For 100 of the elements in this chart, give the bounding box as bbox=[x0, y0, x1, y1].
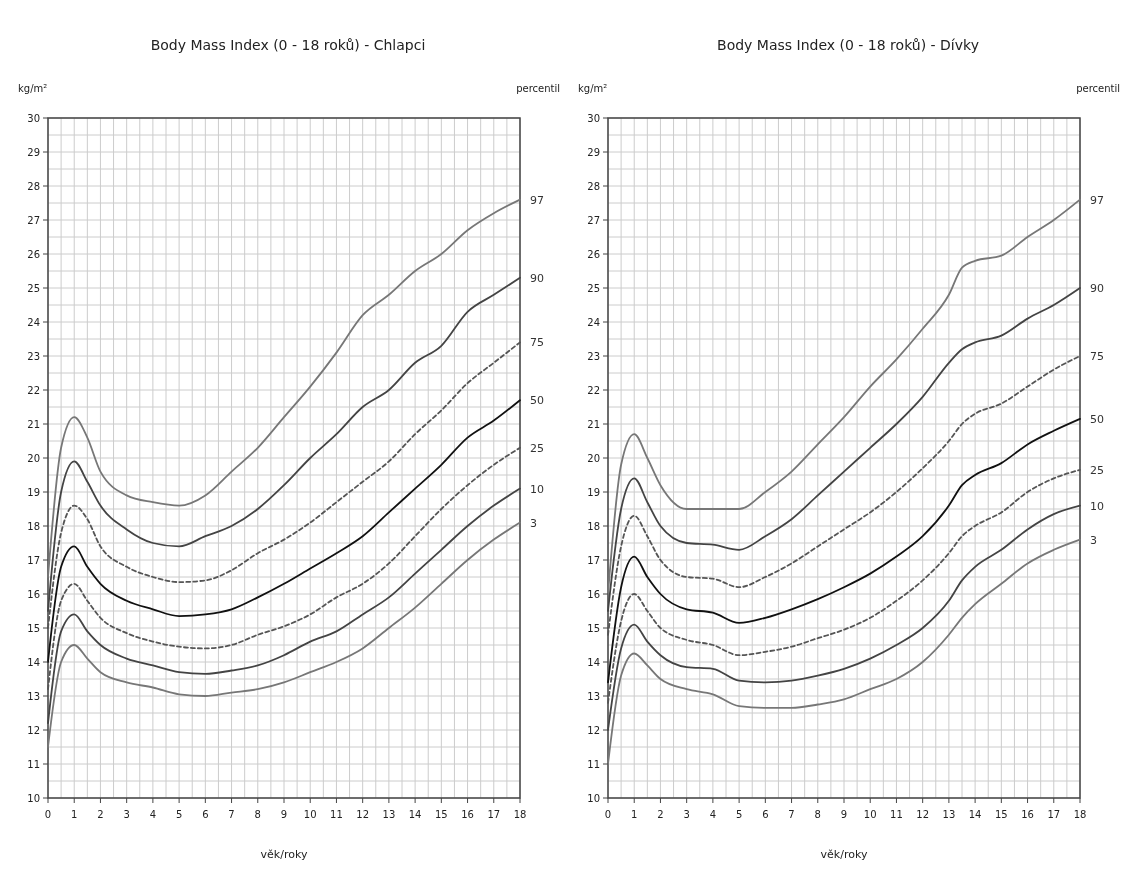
y-tick-label: 17 bbox=[27, 554, 40, 566]
y-tick-label: 10 bbox=[587, 792, 600, 804]
x-tick-label: 18 bbox=[1073, 809, 1087, 820]
y-tick-label: 30 bbox=[587, 112, 600, 124]
y-tick-label: 13 bbox=[587, 690, 600, 702]
y-tick-label: 17 bbox=[587, 554, 600, 566]
line-series bbox=[607, 469, 1081, 704]
line-series bbox=[607, 355, 1081, 636]
line-series bbox=[607, 418, 1081, 684]
chart-title: Body Mass Index (0 - 18 roků) - Dívky bbox=[717, 37, 979, 53]
x-tick-label: 15 bbox=[994, 809, 1008, 820]
series-label: 50 bbox=[1090, 412, 1104, 426]
x-tick-label: 8 bbox=[814, 809, 821, 820]
y-tick-label: 18 bbox=[587, 520, 600, 532]
series-label: 25 bbox=[530, 441, 544, 455]
series-label: 10 bbox=[1090, 499, 1104, 513]
x-tick-label: 5 bbox=[735, 809, 743, 820]
x-tick-label: 6 bbox=[202, 809, 209, 820]
y-tick-label: 13 bbox=[27, 690, 40, 702]
x-tick-label: 17 bbox=[487, 809, 501, 820]
y-tick-label: 21 bbox=[587, 418, 600, 430]
x-tick-label: 8 bbox=[254, 809, 261, 820]
y-tick-label: 12 bbox=[587, 724, 600, 736]
y-tick-label: 26 bbox=[27, 248, 40, 260]
series-label: 10 bbox=[530, 482, 544, 496]
y-tick-label: 27 bbox=[587, 214, 600, 226]
line-series bbox=[47, 341, 521, 629]
line-series bbox=[607, 538, 1081, 765]
y-tick-label: 24 bbox=[27, 316, 40, 328]
y-tick-label: 15 bbox=[587, 622, 600, 634]
line-series bbox=[47, 521, 521, 748]
y-tick-label: 12 bbox=[27, 724, 40, 736]
x-tick-label: 16 bbox=[1021, 809, 1034, 820]
y-tick-label: 28 bbox=[587, 180, 600, 192]
x-tick-label: 1 bbox=[71, 809, 78, 820]
series-label: 90 bbox=[530, 271, 544, 285]
x-tick-label: 3 bbox=[683, 809, 690, 820]
x-tick-label: 12 bbox=[916, 809, 930, 820]
x-tick-label: 18 bbox=[513, 809, 527, 820]
series-label: 3 bbox=[530, 516, 537, 530]
y-tick-label: 26 bbox=[587, 248, 600, 260]
y-tick-label: 18 bbox=[27, 520, 40, 532]
y-tick-label: 19 bbox=[587, 486, 600, 498]
x-tick-label: 11 bbox=[890, 809, 903, 820]
y-tick-label: 19 bbox=[27, 486, 40, 498]
y-tick-label: 25 bbox=[587, 282, 600, 294]
x-tick-label: 7 bbox=[788, 809, 795, 820]
line-series bbox=[47, 198, 521, 578]
series-label: 97 bbox=[1090, 193, 1104, 207]
y-tick-label: 15 bbox=[27, 622, 40, 634]
x-tick-label: 7 bbox=[228, 809, 235, 820]
x-tick-label: 0 bbox=[44, 809, 52, 820]
x-tick-label: 14 bbox=[968, 809, 982, 820]
series-label: 25 bbox=[1090, 463, 1104, 477]
series-label: 3 bbox=[1090, 533, 1097, 547]
series-label: 50 bbox=[530, 394, 544, 408]
y-tick-label: 24 bbox=[587, 316, 600, 328]
y-tick-label: 29 bbox=[587, 146, 600, 158]
y-tick-label: 16 bbox=[587, 588, 600, 600]
x-tick-label: 5 bbox=[175, 809, 183, 820]
y-tick-label: 22 bbox=[587, 384, 600, 396]
y-tick-label: 21 bbox=[27, 418, 40, 430]
line-series bbox=[607, 198, 1081, 595]
text: percentil bbox=[1076, 83, 1120, 94]
y-tick-label: 25 bbox=[27, 282, 40, 294]
y-axis-title: kg/m² bbox=[578, 83, 608, 94]
x-tick-label: 9 bbox=[280, 809, 288, 820]
y-tick-label: 11 bbox=[587, 758, 600, 770]
x-tick-label: 2 bbox=[97, 809, 104, 820]
x-axis-title: věk/roky bbox=[820, 848, 868, 861]
x-tick-label: 13 bbox=[942, 809, 956, 820]
y-tick-label: 22 bbox=[27, 384, 40, 396]
y-tick-label: 14 bbox=[27, 656, 40, 668]
x-tick-label: 6 bbox=[762, 809, 769, 820]
y-tick-label: 20 bbox=[587, 452, 600, 464]
y-tick-label: 14 bbox=[587, 656, 600, 668]
x-axis-title: věk/roky bbox=[260, 848, 308, 861]
y-tick-label: 11 bbox=[27, 758, 40, 770]
x-tick-label: 13 bbox=[382, 809, 396, 820]
y-tick-label: 27 bbox=[27, 214, 40, 226]
x-tick-label: 12 bbox=[356, 809, 370, 820]
x-tick-label: 15 bbox=[434, 809, 448, 820]
y-tick-label: 29 bbox=[27, 146, 40, 158]
y-tick-label: 16 bbox=[27, 588, 40, 600]
y-axis-title: kg/m² bbox=[18, 83, 48, 94]
line-series bbox=[47, 399, 521, 663]
x-tick-label: 4 bbox=[149, 809, 157, 820]
y-tick-label: 10 bbox=[27, 792, 40, 804]
x-tick-label: 16 bbox=[461, 809, 474, 820]
chart-title: Body Mass Index (0 - 18 roků) - Chlapci bbox=[150, 37, 426, 53]
x-tick-label: 10 bbox=[863, 809, 877, 820]
x-tick-label: 1 bbox=[631, 809, 638, 820]
line-series bbox=[47, 446, 521, 691]
x-tick-label: 4 bbox=[709, 809, 717, 820]
y-tick-label: 30 bbox=[27, 112, 40, 124]
series-label: 97 bbox=[530, 193, 544, 207]
series-label: 75 bbox=[1090, 350, 1104, 363]
x-tick-label: 10 bbox=[303, 809, 317, 820]
x-tick-label: 3 bbox=[123, 809, 130, 820]
x-tick-label: 17 bbox=[1047, 809, 1061, 820]
